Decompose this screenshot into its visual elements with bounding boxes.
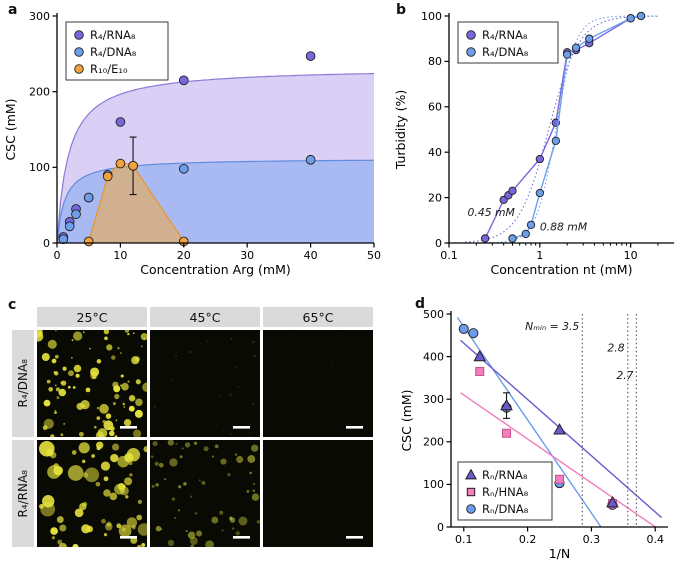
panel-a: a 0 10 20 30 40 50 0 100 200 300 Concentration Arg… xyxy=(0,0,382,292)
chart-csc-vs-arg: 0 10 20 30 40 50 0 100 200 300 Concentration Arg (… xyxy=(3,10,381,277)
panel-c-label: c xyxy=(8,297,17,313)
row-label-r4-dna8: R₄/DNA₈ xyxy=(12,330,34,437)
legend: R₄/RNA₈ R₄/DNA₈ xyxy=(457,21,559,64)
svg-text:40: 40 xyxy=(428,146,442,159)
svg-text:40: 40 xyxy=(304,249,318,262)
micrograph-rna-45c xyxy=(150,440,260,547)
svg-text:200: 200 xyxy=(423,436,444,449)
svg-text:400: 400 xyxy=(423,350,444,363)
svg-text:Concentration Arg (mM): Concentration Arg (mM) xyxy=(140,262,291,277)
svg-text:500: 500 xyxy=(423,308,444,321)
series-2 xyxy=(83,136,189,247)
svg-text:200: 200 xyxy=(29,85,50,98)
col-header-25c: 25°C xyxy=(37,307,147,327)
col-header-45c: 45°C xyxy=(150,307,260,327)
annotation: 2.7 xyxy=(616,369,633,382)
panel-b-label: b xyxy=(396,2,407,18)
row-label-r4-rna8: R₄/RNA₈ xyxy=(12,440,34,547)
scale-bar xyxy=(233,536,250,539)
svg-text:R₄/DNA₈: R₄/DNA₈ xyxy=(482,45,529,59)
svg-text:Concentration nt (mM): Concentration nt (mM) xyxy=(491,262,633,277)
series-1 xyxy=(508,11,646,243)
svg-text:300: 300 xyxy=(29,10,50,23)
svg-text:1: 1 xyxy=(536,249,543,262)
micrograph-rna-65c xyxy=(263,440,373,547)
svg-text:60: 60 xyxy=(428,101,442,114)
svg-text:CSC (mM): CSC (mM) xyxy=(3,98,18,160)
micrograph-dna-65c xyxy=(263,330,373,437)
svg-text:Rₙ/DNA₈: Rₙ/DNA₈ xyxy=(482,502,529,516)
series-2 xyxy=(473,349,619,508)
svg-text:30: 30 xyxy=(240,249,254,262)
panel-c: c 25°C 45°C 65°C R₄/DNA₈ R₄/RNA₈ xyxy=(0,294,392,575)
svg-text:R₁₀/E₁₀: R₁₀/E₁₀ xyxy=(90,62,128,76)
svg-text:80: 80 xyxy=(428,55,442,68)
svg-text:0.1: 0.1 xyxy=(455,533,473,546)
scale-bar xyxy=(120,536,137,539)
micrograph-dna-25c xyxy=(37,330,147,437)
svg-text:0.3: 0.3 xyxy=(583,533,601,546)
panel-d: d 0.1 0.2 0.3 0.4 0 100 200 300 400 500 1/N CSC (mM… xyxy=(398,294,685,575)
legend: R₄/RNA₈ R₄/DNA₈ R₁₀/E₁₀ xyxy=(65,21,169,81)
scale-bar xyxy=(233,426,250,429)
micrograph-rna-25c xyxy=(37,440,147,547)
svg-text:0: 0 xyxy=(437,521,444,534)
svg-text:50: 50 xyxy=(367,249,381,262)
svg-text:0.1: 0.1 xyxy=(440,249,458,262)
annotation: 0.88 mM xyxy=(540,221,588,234)
svg-text:100: 100 xyxy=(29,161,50,174)
annotation: 0.45 mM xyxy=(468,206,516,219)
svg-text:Rₙ/RNA₈: Rₙ/RNA₈ xyxy=(482,468,528,482)
plot-fills xyxy=(57,73,374,243)
svg-text:1/N: 1/N xyxy=(549,546,571,561)
svg-text:0: 0 xyxy=(43,237,50,250)
svg-text:R₄/RNA₈: R₄/RNA₈ xyxy=(482,28,528,42)
axes: 0 10 20 30 40 50 0 100 200 300 Concentration Arg (… xyxy=(3,10,381,277)
svg-text:300: 300 xyxy=(423,393,444,406)
svg-text:20: 20 xyxy=(428,191,442,204)
legend: Rₙ/RNA₈ Rₙ/HNA₈ Rₙ/DNA₈ xyxy=(457,461,553,521)
scale-bar xyxy=(120,426,137,429)
svg-text:R₄/DNA₈: R₄/DNA₈ xyxy=(90,45,137,59)
panel-b: b 0.1 1 10 0 20 40 60 80 100 Concentration nt (mM… xyxy=(388,0,685,292)
svg-text:CSC (mM): CSC (mM) xyxy=(399,389,414,451)
annotation: 2.8 xyxy=(607,341,624,354)
svg-text:0.2: 0.2 xyxy=(519,533,537,546)
micrograph-dna-45c xyxy=(150,330,260,437)
svg-text:100: 100 xyxy=(423,478,444,491)
scale-bar xyxy=(346,426,363,429)
svg-text:Rₙ/HNA₈: Rₙ/HNA₈ xyxy=(482,485,529,499)
panel-a-label: a xyxy=(8,2,18,18)
svg-text:Turbidity (%): Turbidity (%) xyxy=(393,90,408,171)
row-label-text: R₄/DNA₈ xyxy=(16,359,30,408)
axes: 0.1 0.2 0.3 0.4 0 100 200 300 400 500 1/N CSC (mM) xyxy=(399,308,668,561)
svg-text:10: 10 xyxy=(624,249,638,262)
svg-text:0.4: 0.4 xyxy=(646,533,664,546)
row-label-text: R₄/RNA₈ xyxy=(16,469,30,518)
region-2 xyxy=(88,162,184,243)
chart-csc-vs-1overN: 0.1 0.2 0.3 0.4 0 100 200 300 400 500 1/N CSC (mM) N… xyxy=(399,308,668,561)
svg-text:R₄/RNA₈: R₄/RNA₈ xyxy=(90,28,136,42)
scale-bar xyxy=(346,536,363,539)
annotation: Nₘᵢₙ = 3.5 xyxy=(525,320,579,333)
svg-text:100: 100 xyxy=(421,10,442,23)
svg-text:10: 10 xyxy=(113,249,127,262)
svg-text:20: 20 xyxy=(177,249,191,262)
col-header-65c: 65°C xyxy=(263,307,373,327)
microscopy-grid: 25°C 45°C 65°C R₄/DNA₈ R₄/RNA₈ xyxy=(12,307,373,547)
svg-text:0: 0 xyxy=(435,237,442,250)
panel-d-label: d xyxy=(415,296,426,312)
svg-text:0: 0 xyxy=(54,249,61,262)
